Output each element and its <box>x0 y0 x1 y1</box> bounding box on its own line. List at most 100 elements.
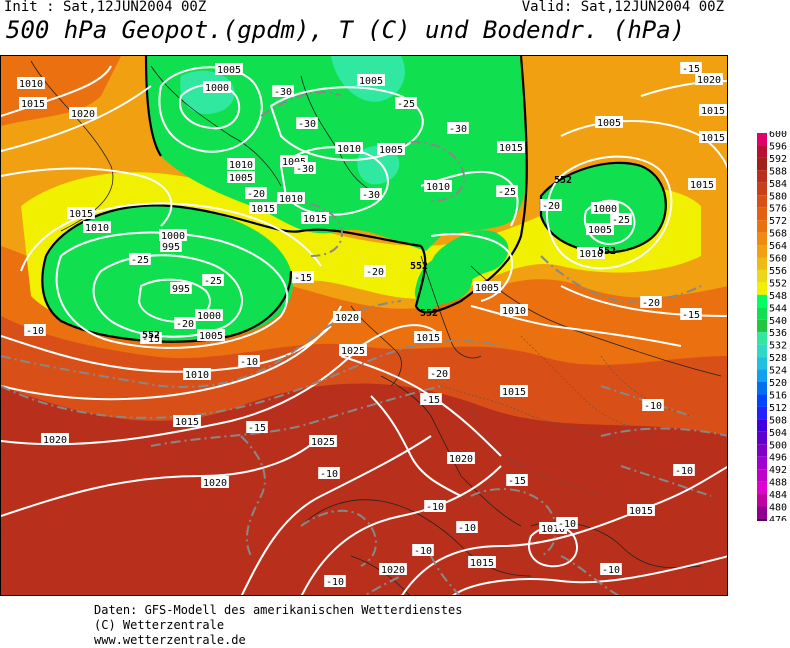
legend-level: 600 <box>769 131 787 140</box>
temperature-label: -25 <box>395 97 417 110</box>
legend-level: 560 <box>769 254 787 265</box>
legend-swatch <box>757 220 767 233</box>
pressure-label-text: 1000 <box>197 311 221 322</box>
legend-swatch <box>757 170 767 183</box>
pressure-label: 1010 <box>277 192 305 205</box>
pressure-label-text: 1015 <box>416 333 440 344</box>
valid-time: Valid: Sat,12JUN2004 00Z <box>521 0 724 15</box>
temperature-label-text: -15 <box>682 310 700 321</box>
legend-swatch <box>757 394 767 407</box>
temperature-label: -10 <box>600 563 622 576</box>
pressure-label: 1015 <box>301 212 329 225</box>
pressure-label: 1000 <box>203 81 231 94</box>
temperature-label: -30 <box>296 117 318 130</box>
geopotential-label-text: 552 <box>598 246 616 257</box>
pressure-label: 1015 <box>173 415 201 428</box>
pressure-label: 1010 <box>577 247 605 260</box>
temperature-label-text: -15 <box>248 423 266 434</box>
temperature-label: -10 <box>642 399 664 412</box>
pressure-label-text: 1015 <box>701 133 725 144</box>
temperature-label-text: -10 <box>558 519 576 530</box>
legend-swatch <box>757 469 767 482</box>
legend-level: 556 <box>769 266 787 277</box>
pressure-label: 1010 <box>227 158 255 171</box>
temperature-label: -15 <box>506 474 528 487</box>
legend-level: 528 <box>769 353 787 364</box>
pressure-label-text: 1020 <box>381 565 405 576</box>
pressure-label: 1015 <box>688 178 716 191</box>
geopotential-labels: 552 552 552 552 552 <box>142 175 616 341</box>
temperature-label: -10 <box>456 521 478 534</box>
pressure-label-text: 1015 <box>175 417 199 428</box>
temperature-label: -20 <box>428 367 450 380</box>
legend-level: 568 <box>769 229 787 240</box>
legend-swatch <box>757 357 767 370</box>
legend-swatch <box>757 145 767 158</box>
temperature-label: -10 <box>424 500 446 513</box>
temperature-label: -20 <box>245 187 267 200</box>
legend-level: 476 <box>769 515 787 521</box>
pressure-label: 1025 <box>309 435 337 448</box>
temperature-label: -15 <box>140 332 162 345</box>
temperature-label-text: -25 <box>498 187 516 198</box>
legend-level: 540 <box>769 316 787 327</box>
geopotential-label: 552 <box>554 175 572 186</box>
temperature-label-text: -10 <box>675 466 693 477</box>
legend-swatch <box>757 195 767 208</box>
pressure-label-text: 1005 <box>229 173 253 184</box>
pressure-label: 1010 <box>83 221 111 234</box>
legend-swatch <box>757 506 767 519</box>
temperature-label-text: -25 <box>204 276 222 287</box>
pressure-label: 1005 <box>357 74 385 87</box>
legend-level: 492 <box>769 465 787 476</box>
temperature-label: -15 <box>292 271 314 284</box>
temperature-label-text: -20 <box>176 319 194 330</box>
legend-swatch <box>757 133 767 146</box>
pressure-label: 1020 <box>69 107 97 120</box>
legend-swatch <box>757 319 767 333</box>
temperature-label: -10 <box>24 324 46 337</box>
temperature-label-text: -10 <box>426 502 444 513</box>
pressure-label-text: 1020 <box>43 435 67 446</box>
pressure-label-text: 1015 <box>690 180 714 191</box>
pressure-label: 995 <box>160 240 182 253</box>
pressure-label-text: 1005 <box>217 65 241 76</box>
pressure-label: 1005 <box>595 116 623 129</box>
coastlines <box>30 60 722 595</box>
pressure-label-text: 1020 <box>449 454 473 465</box>
pressure-label-text: 1015 <box>499 143 523 154</box>
pressure-label: 1010 <box>424 180 452 193</box>
legend-level: 484 <box>769 490 787 501</box>
cold-low-atlantic <box>42 205 293 342</box>
pressure-label-text: 1005 <box>199 331 223 342</box>
temperature-label: -15 <box>680 308 702 321</box>
temperature-label: -10 <box>324 575 346 588</box>
pressure-label: 1000 <box>195 309 223 322</box>
cold-low-baltic <box>414 254 473 306</box>
temperature-label-text: -30 <box>298 119 316 130</box>
pressure-label: 1020 <box>695 73 723 86</box>
pressure-label-text: 1020 <box>203 478 227 489</box>
temperature-label-text: -30 <box>449 124 467 135</box>
temperature-labels: -30 -25 -30 -30 -30 -30 -25 -20 -25 -20 -25 -25 -15 -… <box>24 62 702 588</box>
pressure-label-text: 1005 <box>475 283 499 294</box>
pressure-label: 1015 <box>414 331 442 344</box>
pressure-label-text: 1025 <box>311 437 335 448</box>
pressure-label: 1015 <box>468 556 496 569</box>
legend-swatch <box>757 456 767 470</box>
pressure-label-text: 995 <box>172 284 190 295</box>
legend-swatch <box>757 382 767 395</box>
temperature-label-text: -20 <box>247 189 265 200</box>
pressure-label: 995 <box>170 282 192 295</box>
pressure-label: 1010 <box>183 368 211 381</box>
pressure-label: 1005 <box>215 63 243 76</box>
pressure-label: 1015 <box>249 202 277 215</box>
legend-swatch <box>757 406 767 420</box>
legend-level: 576 <box>769 204 787 215</box>
legend-swatch <box>757 332 767 345</box>
temperature-label: -10 <box>673 464 695 477</box>
pressure-label-text: 1015 <box>470 558 494 569</box>
legend-swatch <box>757 419 767 432</box>
temperature-label: -20 <box>540 199 562 212</box>
geopotential-label: 552 <box>410 261 428 272</box>
